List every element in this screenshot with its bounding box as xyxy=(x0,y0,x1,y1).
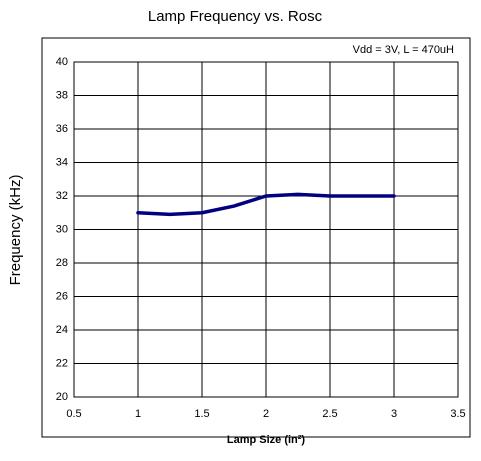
x-tick-label: 3 xyxy=(391,408,397,420)
y-tick-label: 30 xyxy=(56,223,68,235)
chart-frame xyxy=(41,37,471,438)
x-tick-label: 2.5 xyxy=(322,408,337,420)
x-tick-label: 2 xyxy=(263,408,269,420)
y-tick-label: 36 xyxy=(56,123,68,135)
x-axis-label: Lamp Size (in²) xyxy=(227,434,306,446)
y-tick-label: 28 xyxy=(56,257,68,269)
x-tick-label: 1 xyxy=(135,408,141,420)
y-axis-label: Frequency (kHz) xyxy=(7,175,24,286)
x-tick-label: 1.5 xyxy=(194,408,209,420)
y-tick-label: 22 xyxy=(56,357,68,369)
annotation: Vdd = 3V, L = 470uH xyxy=(353,44,454,56)
y-tick-label: 40 xyxy=(56,56,68,68)
chart-title: Lamp Frequency vs. Rosc xyxy=(148,8,323,25)
data-line xyxy=(136,192,396,217)
y-tick-label: 34 xyxy=(56,156,68,168)
x-tick-label: 0.5 xyxy=(66,408,81,420)
y-tick-label: 26 xyxy=(56,290,68,302)
y-tick-label: 24 xyxy=(56,324,68,336)
y-tick-label: 20 xyxy=(56,391,68,403)
y-tick-label: 32 xyxy=(56,190,68,202)
x-tick-label: 3.5 xyxy=(450,408,465,420)
y-tick-label: 38 xyxy=(56,89,68,101)
